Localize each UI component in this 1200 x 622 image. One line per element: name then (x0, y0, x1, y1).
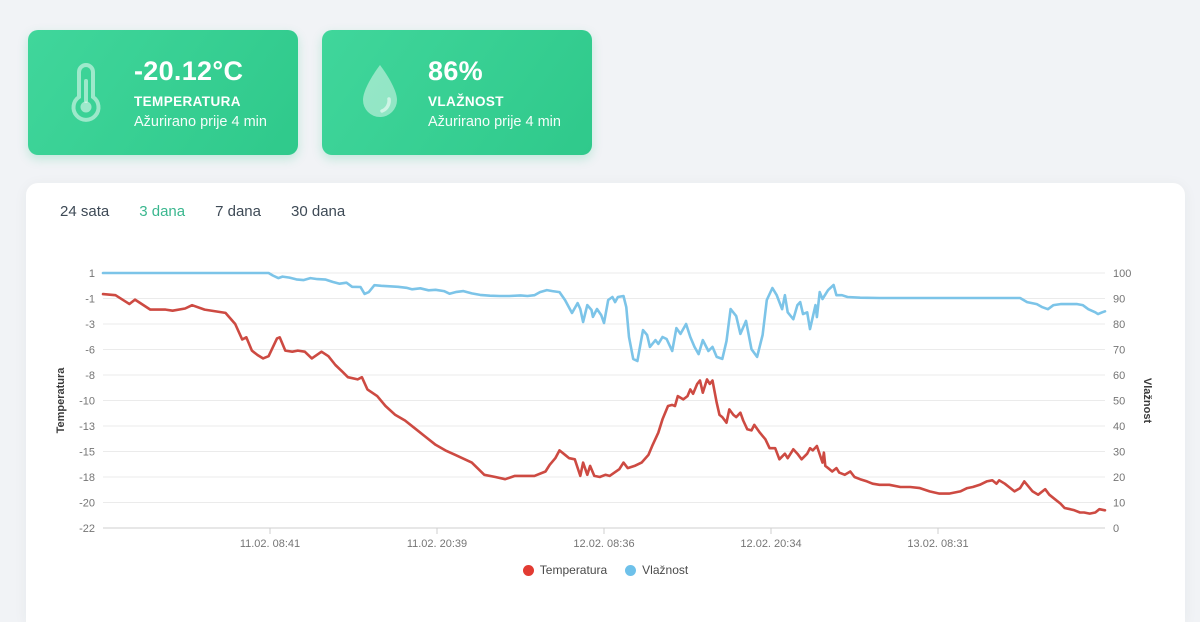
svg-text:13.02. 08:31: 13.02. 08:31 (907, 538, 968, 550)
svg-text:10: 10 (1113, 498, 1125, 510)
legend-item-temperatura[interactable]: Temperatura (522, 563, 608, 577)
temperature-humidity-chart[interactable]: 1 100-1 90-3 80-6 70-8 60-10 50-13 40-15 30-18 20… (26, 240, 1185, 570)
svg-text:-8: -8 (85, 370, 95, 382)
tab-7-dana[interactable]: 7 dana (215, 203, 261, 220)
chart-panel: 24 sata 3 dana 7 dana 30 dana 1 100 -1 90 -3… (26, 183, 1185, 622)
range-tabs: 24 sata 3 dana 7 dana 30 dana (60, 203, 345, 220)
svg-text:-20: -20 (79, 498, 95, 510)
svg-text:60: 60 (1113, 370, 1125, 382)
tab-30-dana[interactable]: 30 dana (291, 203, 346, 220)
svg-text:12.02. 20:34: 12.02. 20:34 (740, 538, 801, 550)
svg-text:50: 50 (1113, 396, 1125, 408)
svg-text:80: 80 (1113, 319, 1125, 331)
temperature-updated-text: Ažurirano prije 4 min (134, 113, 267, 130)
svg-text:100: 100 (1113, 268, 1131, 280)
svg-text:70: 70 (1113, 345, 1125, 357)
svg-text:-15: -15 (79, 447, 95, 459)
chart-legend: Temperatura Vlažnost (26, 563, 1185, 577)
temperature-card: -20.12°C TEMPERATURA Ažurirano prije 4 m… (28, 30, 298, 155)
temperature-label: TEMPERATURA (134, 93, 241, 109)
svg-text:20: 20 (1113, 472, 1125, 484)
svg-text:Temperatura: Temperatura (55, 367, 67, 434)
legend-item-vlaznost[interactable]: Vlažnost (625, 563, 688, 577)
svg-text:30: 30 (1113, 447, 1125, 459)
legend-dot-vlaznost (625, 564, 637, 576)
svg-text:-10: -10 (79, 396, 95, 408)
svg-text:-22: -22 (79, 523, 95, 535)
svg-text:11.02. 20:39: 11.02. 20:39 (407, 538, 467, 550)
legend-label-temperatura: Temperatura (539, 563, 608, 577)
humidity-updated-text: Ažurirano prije 4 min (428, 113, 561, 130)
thermometer-icon (60, 61, 112, 125)
svg-text:1: 1 (89, 268, 95, 280)
water-drop-icon (354, 61, 406, 125)
humidity-value: 86% (428, 55, 483, 86)
svg-text:-6: -6 (85, 345, 95, 357)
legend-dot-temperatura (522, 564, 534, 576)
tab-24-sata[interactable]: 24 sata (60, 203, 110, 220)
svg-text:90: 90 (1113, 294, 1125, 306)
temperature-value: -20.12°C (134, 55, 244, 86)
svg-text:Vlažnost: Vlažnost (1141, 378, 1153, 424)
svg-text:-1: -1 (85, 294, 95, 306)
svg-text:11.02. 08:41: 11.02. 08:41 (240, 538, 300, 550)
svg-text:-18: -18 (79, 472, 95, 484)
legend-label-vlaznost: Vlažnost (642, 563, 689, 577)
svg-text:-13: -13 (79, 421, 95, 433)
svg-text:40: 40 (1113, 421, 1125, 433)
tab-3-dana[interactable]: 3 dana (139, 203, 186, 220)
svg-text:0: 0 (1113, 523, 1119, 535)
svg-text:-3: -3 (85, 319, 95, 331)
svg-text:12.02. 08:36: 12.02. 08:36 (573, 538, 634, 550)
humidity-card: 86% VLAŽNOST Ažurirano prije 4 min (322, 30, 592, 155)
humidity-label: VLAŽNOST (428, 93, 504, 109)
